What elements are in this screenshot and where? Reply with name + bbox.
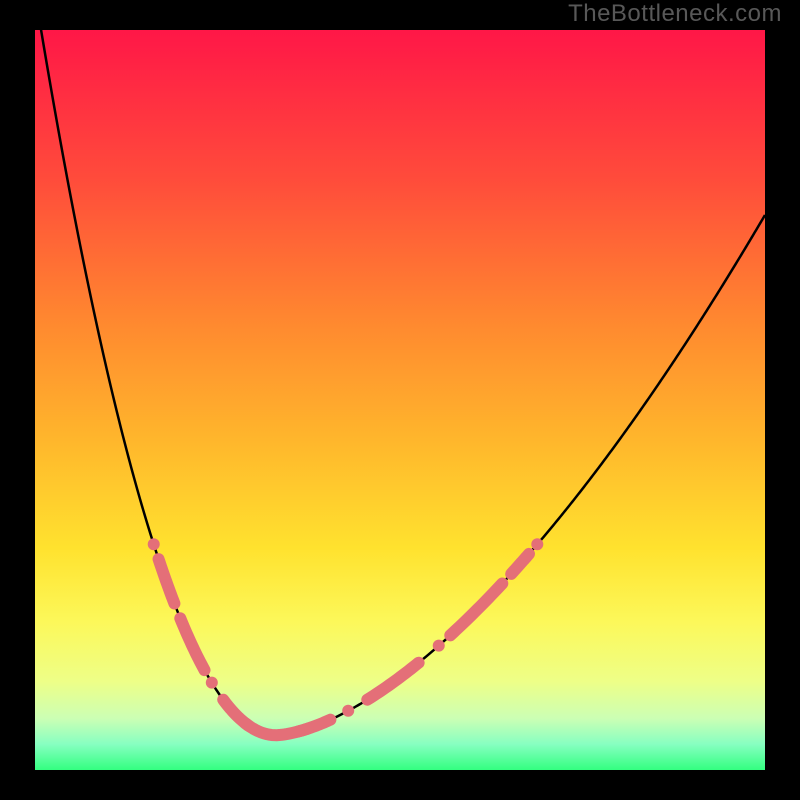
curve-marker-dot bbox=[148, 538, 160, 550]
curve-marker-dot bbox=[531, 538, 543, 550]
chart-container: TheBottleneck.com bbox=[0, 0, 800, 800]
plot-gradient-background bbox=[35, 30, 765, 770]
curve-marker-dot bbox=[342, 705, 354, 717]
curve-marker-dot bbox=[206, 677, 218, 689]
bottleneck-curve-chart bbox=[0, 0, 800, 800]
curve-marker-dot bbox=[433, 640, 445, 652]
